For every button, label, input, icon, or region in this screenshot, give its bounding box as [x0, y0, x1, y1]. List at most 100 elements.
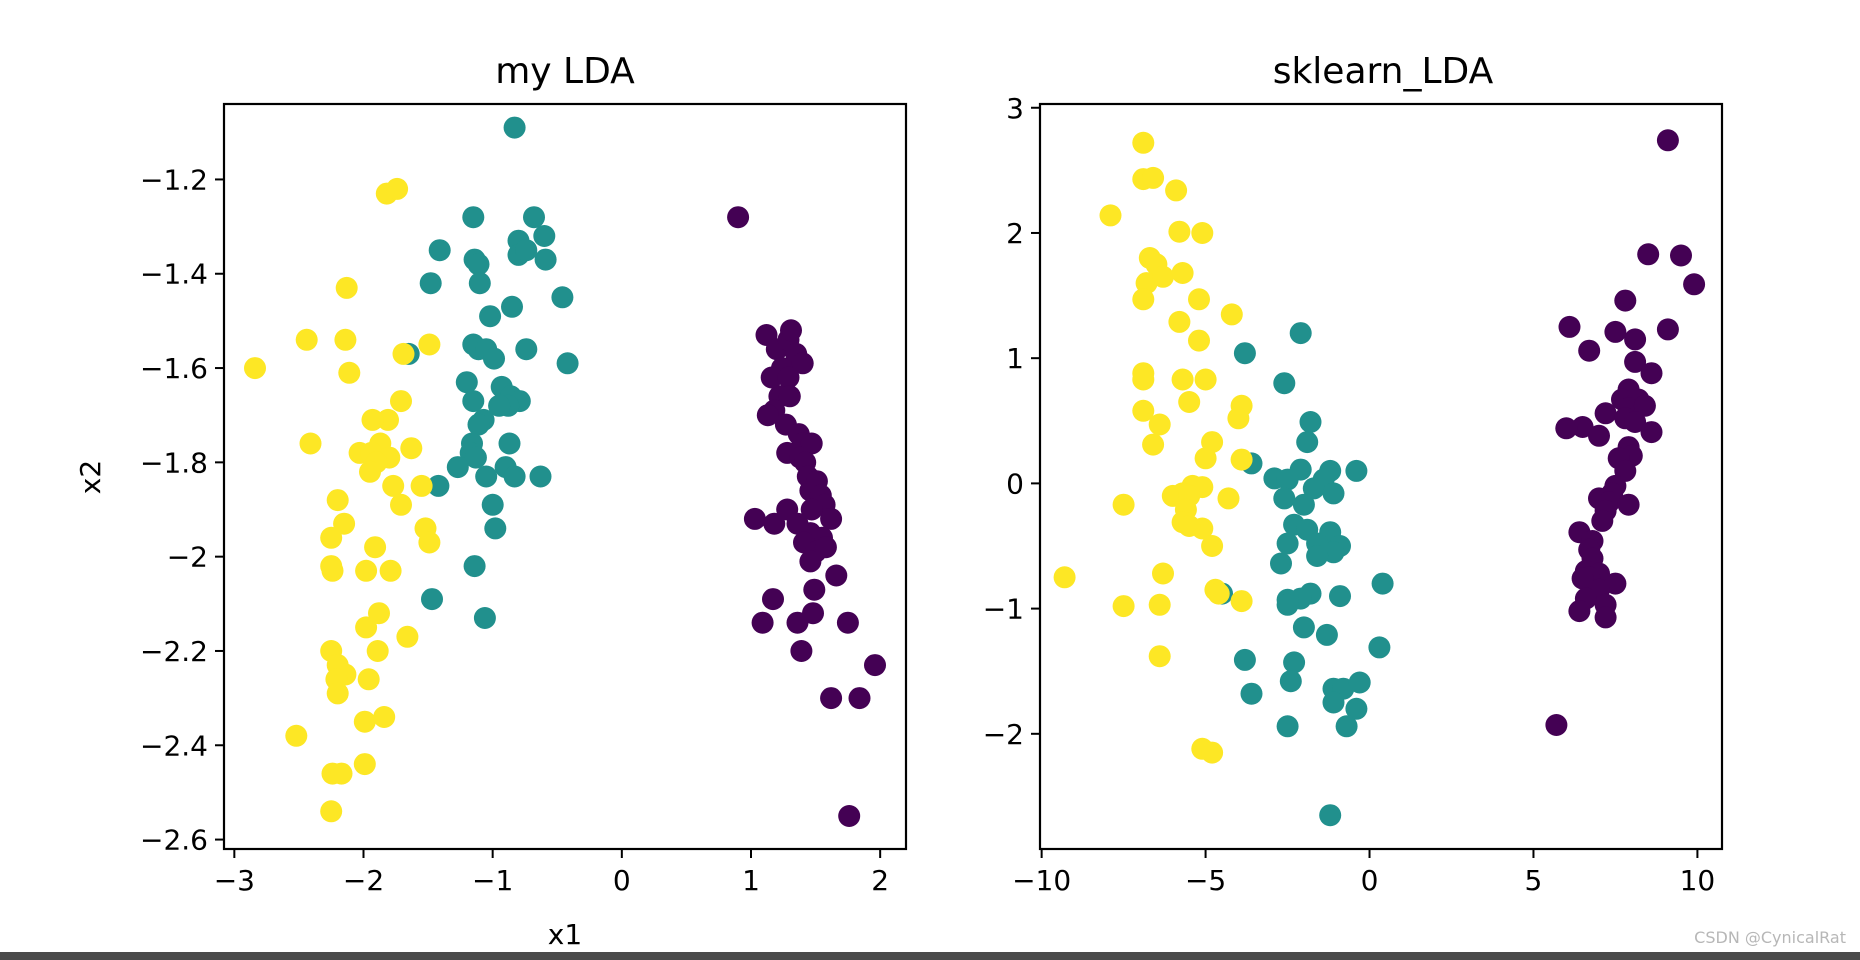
data-point-class-2	[400, 437, 423, 460]
data-point-class-2	[418, 333, 441, 356]
data-point-class-1	[498, 432, 521, 455]
data-point-class-1	[556, 352, 579, 375]
data-point-class-1	[473, 607, 496, 629]
data-point-class-2	[366, 640, 389, 662]
data-point-class-1	[421, 588, 443, 611]
data-point-class-2	[1152, 265, 1174, 288]
data-point-class-2	[326, 682, 349, 705]
x-tick-label: −2	[343, 864, 384, 897]
data-point-class-2	[1178, 391, 1201, 413]
data-point-class-1	[1273, 487, 1296, 510]
data-point-class-2	[392, 342, 415, 365]
data-point-class-1	[479, 305, 502, 328]
data-point-class-2	[1053, 566, 1076, 589]
scatter-points	[1053, 129, 1706, 827]
data-point-class-0	[1591, 509, 1614, 532]
data-point-class-2	[1171, 262, 1194, 284]
y-tick-label: −2.2	[140, 635, 208, 668]
data-point-class-1	[462, 390, 485, 413]
bottom-bar	[0, 952, 1860, 960]
data-point-class-2	[1142, 166, 1165, 189]
data-point-class-2	[295, 328, 318, 351]
data-point-class-1	[1276, 715, 1299, 738]
y-tick-label: 2	[1006, 217, 1024, 250]
data-point-class-2	[386, 177, 409, 200]
y-axis-label: x2	[74, 460, 107, 494]
data-point-class-2	[364, 536, 387, 559]
data-point-class-2	[390, 493, 412, 516]
data-point-class-0	[1683, 273, 1706, 296]
data-point-class-0	[763, 512, 786, 535]
data-point-class-0	[825, 564, 848, 587]
x-tick-label: −3	[214, 864, 255, 897]
x-tick-label: −10	[1012, 864, 1071, 897]
data-point-class-2	[320, 526, 343, 549]
data-point-class-1	[1292, 616, 1315, 639]
data-point-class-0	[1624, 411, 1647, 433]
data-point-class-2	[1152, 562, 1174, 585]
data-point-class-2	[333, 512, 356, 535]
data-point-class-2	[330, 762, 353, 785]
data-point-class-1	[515, 239, 538, 262]
data-point-class-1	[1345, 697, 1368, 720]
data-point-class-2	[357, 668, 380, 691]
y-tick-label: −1.6	[140, 352, 208, 385]
watermark: CSDN @CynicalRat	[1694, 928, 1846, 947]
data-point-class-2	[353, 710, 376, 733]
data-point-class-1	[1319, 804, 1342, 827]
y-tick-label: −1	[983, 593, 1024, 626]
data-point-class-2	[1194, 368, 1217, 391]
data-point-class-1	[1292, 493, 1315, 516]
data-point-class-0	[1594, 402, 1617, 425]
data-point-class-2	[359, 460, 381, 483]
y-tick-label: 0	[1006, 467, 1024, 500]
data-point-class-2	[353, 753, 376, 776]
data-point-class-2	[1165, 179, 1188, 202]
data-point-class-1	[427, 474, 450, 497]
data-point-class-2	[1227, 407, 1250, 430]
x-tick-label: −5	[1185, 864, 1226, 897]
data-point-class-2	[285, 724, 308, 747]
y-tick-label: 3	[1006, 92, 1024, 125]
data-point-class-2	[1148, 593, 1171, 616]
data-point-class-0	[1558, 315, 1581, 338]
data-point-class-1	[1322, 482, 1345, 505]
data-point-class-0	[820, 507, 843, 530]
data-point-class-1	[1233, 342, 1256, 365]
data-point-class-1	[1276, 532, 1299, 555]
data-point-class-1	[468, 272, 491, 295]
data-point-class-0	[1633, 394, 1656, 417]
data-point-class-1	[1322, 691, 1345, 714]
data-point-class-1	[467, 253, 490, 276]
data-point-class-1	[1283, 651, 1306, 674]
data-point-class-0	[762, 588, 784, 611]
data-point-class-2	[1132, 368, 1155, 391]
data-point-class-0	[1640, 362, 1663, 385]
data-point-class-0	[848, 687, 871, 710]
x-tick-label: 5	[1525, 864, 1543, 897]
data-point-class-1	[1233, 648, 1256, 671]
axes-frame	[222, 102, 908, 851]
panel-my-lda: my LDA −3 −2 −1 0 1 2 −2.6−2.4−2.2−2−1.8−1.6−…	[74, 51, 908, 951]
data-point-class-2	[418, 531, 441, 554]
data-point-class-2	[390, 390, 412, 413]
data-point-class-0	[1571, 567, 1594, 590]
data-point-class-2	[1194, 447, 1217, 470]
data-point-class-1	[481, 493, 504, 516]
data-point-class-2	[410, 474, 433, 497]
data-point-class-0	[864, 654, 886, 677]
data-point-class-1	[488, 394, 511, 417]
data-point-class-2	[1178, 515, 1201, 537]
data-point-class-0	[1670, 244, 1692, 267]
data-point-class-2	[1191, 222, 1214, 244]
data-point-class-2	[1168, 220, 1191, 243]
data-point-class-1	[1306, 545, 1329, 567]
y-tick-label: −1.8	[140, 446, 208, 479]
data-point-class-1	[1296, 431, 1319, 454]
data-point-class-1	[1276, 593, 1299, 616]
data-point-class-0	[1656, 318, 1679, 341]
data-point-class-0	[791, 352, 814, 375]
data-point-class-1	[501, 295, 523, 318]
axes-frame	[1038, 102, 1724, 851]
data-point-class-1	[462, 206, 485, 229]
